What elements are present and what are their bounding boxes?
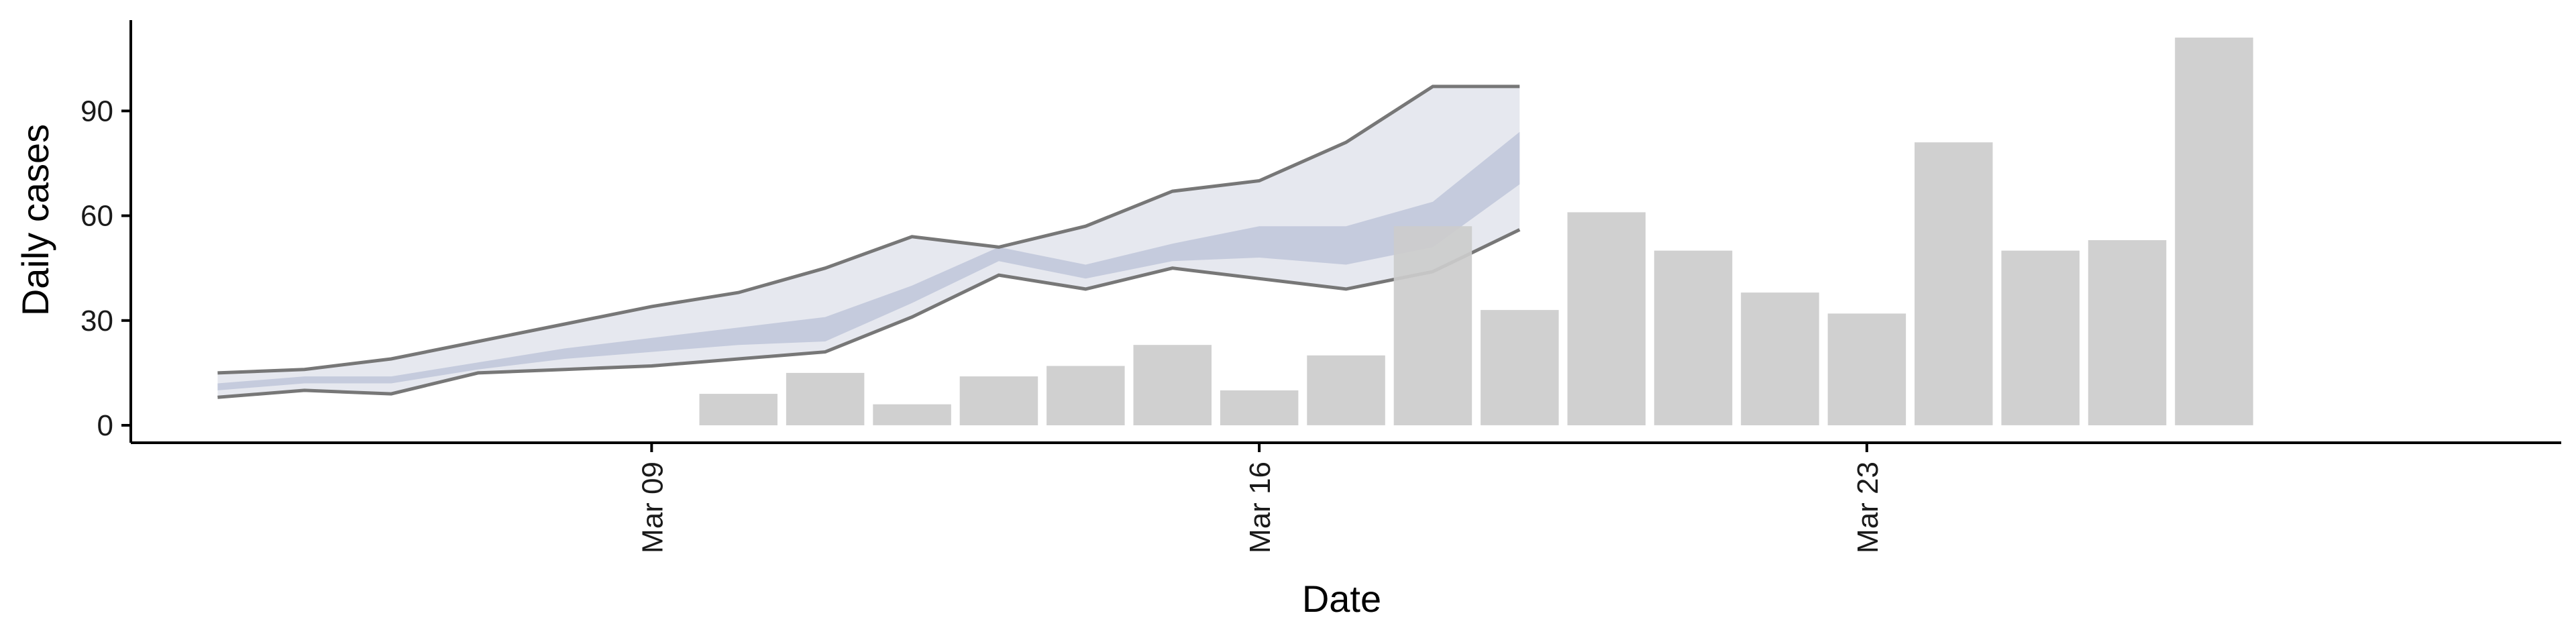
y-axis-title: Daily cases (14, 124, 56, 316)
x-axis-title: Date (1302, 578, 1381, 620)
bar-2020-03-22 (1741, 292, 1819, 425)
bar-2020-03-15 (1133, 345, 1212, 425)
x-tick-label-2020-03-23: Mar 23 (1851, 462, 1884, 553)
y-tick-label-90: 90 (80, 95, 113, 127)
y-tick-label-0: 0 (97, 409, 113, 442)
axes: 0 30 60 90 Mar 09 Mar 16 Mar 23 (80, 20, 2561, 553)
x-tick-label-2020-03-09: Mar 09 (636, 462, 669, 553)
bar-2020-03-25 (2001, 250, 2080, 425)
forecast-bands (217, 85, 1521, 399)
y-tick-label-30: 30 (80, 305, 113, 337)
x-tick-label-2020-03-16: Mar 16 (1244, 462, 1277, 553)
bar-2020-03-27 (2175, 38, 2253, 425)
daily-cases-bars (699, 38, 2253, 425)
outer-band-lower-line (217, 228, 1521, 399)
y-tick-label-60: 60 (80, 200, 113, 233)
bar-2020-03-16 (1220, 390, 1299, 425)
bar-2020-03-26 (2088, 240, 2167, 425)
bar-2020-03-11 (786, 372, 865, 425)
bar-2020-03-23 (1827, 313, 1907, 425)
outer-band-upper-line (217, 85, 1520, 375)
bar-2020-03-18 (1393, 226, 1472, 425)
bar-2020-03-13 (959, 376, 1038, 425)
bar-2020-03-21 (1654, 250, 1733, 425)
bar-2020-03-10 (699, 394, 777, 425)
bar-2020-03-12 (873, 404, 951, 425)
bar-2020-03-17 (1307, 355, 1385, 425)
bar-2020-03-14 (1046, 366, 1125, 425)
bar-2020-03-20 (1567, 212, 1646, 425)
bar-2020-03-19 (1481, 310, 1559, 425)
bar-2020-03-24 (1915, 142, 1993, 425)
